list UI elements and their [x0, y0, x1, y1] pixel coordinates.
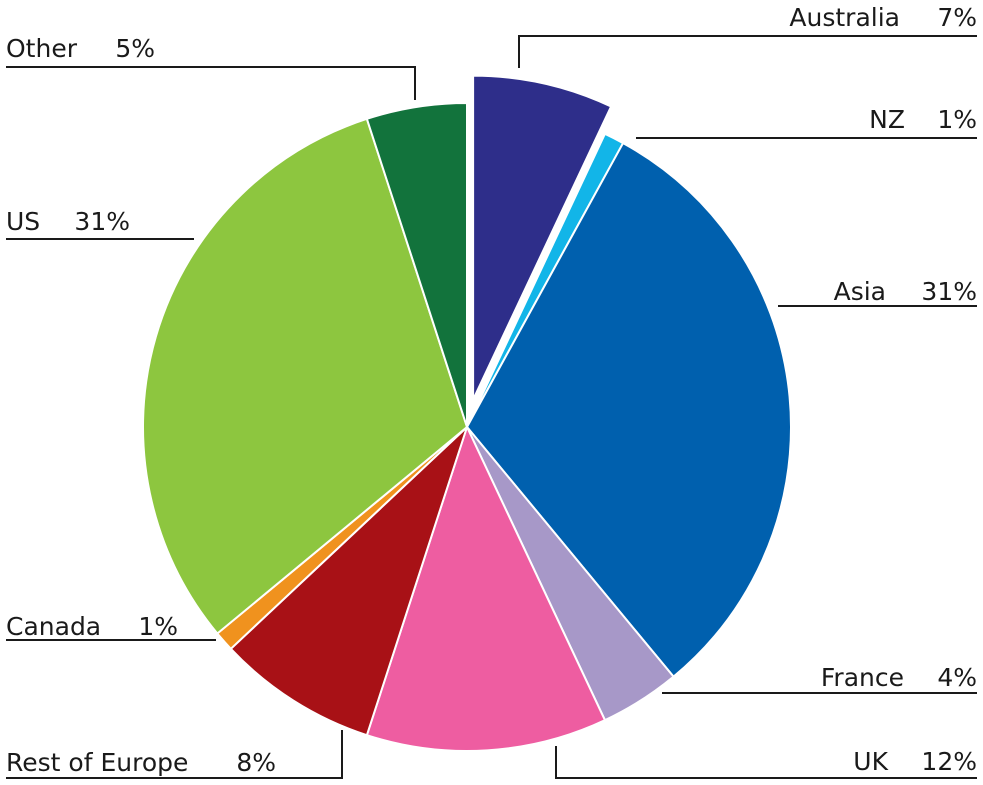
slice-value-us: 31% [74, 207, 130, 236]
leader-line-other [6, 66, 416, 100]
pie-slice-asia [465, 141, 792, 679]
pie-slice-australia [472, 74, 613, 401]
pie-slices [142, 74, 792, 752]
pie-slice-other [365, 101, 468, 428]
slice-value-nz: 1% [937, 105, 977, 134]
slice-value-france: 4% [937, 663, 977, 692]
pie-slice-uk [365, 424, 607, 752]
leader-line-australia [518, 35, 977, 68]
slice-value-canada: 1% [138, 612, 178, 641]
slice-label-us: US [6, 207, 40, 236]
slice-label-nz: NZ [869, 105, 905, 134]
leader-lines [6, 35, 977, 779]
leader-line-uk [555, 746, 977, 779]
slice-value-other: 5% [115, 34, 155, 63]
slice-label-rest-of-europe: Rest of Europe [6, 748, 188, 777]
slice-value-australia: 7% [937, 3, 977, 32]
pie-slice-rest-of-europe [229, 426, 468, 737]
slice-label-other: Other [6, 34, 78, 63]
slice-label-uk: UK [853, 747, 888, 776]
slice-label-france: France [821, 663, 904, 692]
slice-label-canada: Canada [6, 612, 101, 641]
pie-slice-us [142, 117, 469, 635]
leader-line-rest-of-europe [6, 730, 343, 779]
slice-label-asia: Asia [834, 277, 886, 306]
slice-value-rest-of-europe: 8% [236, 748, 276, 777]
slice-label-australia: Australia [789, 3, 900, 32]
slice-value-uk: 12% [921, 747, 977, 776]
slice-value-asia: 31% [921, 277, 977, 306]
slice-labels: Australia 7% NZ 1% Asia 31% France 4% UK 12% Rest … [6, 3, 977, 777]
